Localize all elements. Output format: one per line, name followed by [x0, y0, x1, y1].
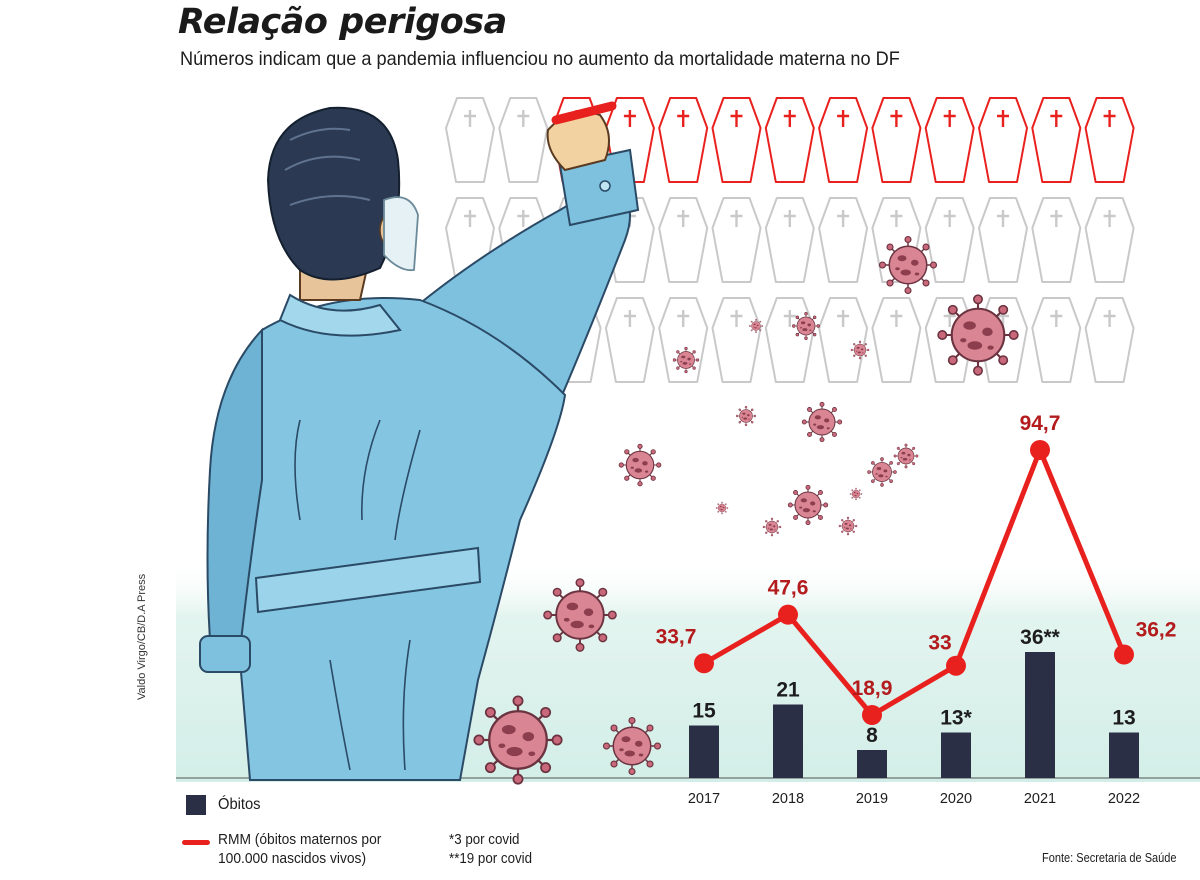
coffin-icon — [658, 196, 709, 284]
rmm-point-2022 — [1114, 644, 1134, 665]
legend-line-label: RMM (óbitos maternos por 100.000 nascido… — [218, 831, 382, 867]
coffin-icon — [871, 96, 922, 184]
coronavirus-icon — [878, 235, 938, 295]
rmm-label-2020: 33 — [928, 632, 951, 655]
coffin-icon — [764, 196, 815, 284]
rmm-point-2020 — [946, 655, 966, 676]
page-subtitle: Números indicam que a pandemia influenci… — [180, 48, 900, 70]
footnote-covid-2020: *3 por covid — [449, 832, 520, 848]
bar-obitos-2019 — [857, 750, 887, 778]
x-tick-label-2022: 2022 — [1108, 791, 1140, 807]
legend-line-swatch — [182, 840, 210, 845]
rmm-label-2019: 18,9 — [852, 677, 893, 700]
coffin-icon — [711, 296, 762, 384]
rmm-point-2019 — [862, 705, 882, 725]
bar-label-2019: 8 — [866, 724, 878, 747]
coronavirus-icon — [801, 401, 843, 443]
coronavirus-icon — [937, 294, 1019, 376]
coronavirus-icon — [838, 516, 858, 536]
coffin-icon — [1031, 296, 1082, 384]
coffin-icon — [924, 96, 975, 184]
coronavirus-icon — [715, 501, 729, 515]
x-tick-label-2019: 2019 — [856, 791, 888, 807]
rmm-point-2018 — [778, 604, 798, 625]
bar-label-2022: 13 — [1112, 707, 1135, 730]
coronavirus-icon — [850, 340, 870, 360]
rmm-point-2021 — [1030, 440, 1050, 460]
bar-obitos-2018 — [773, 704, 803, 778]
illustration-credit: Valdo Virgo/CB/D.A Press — [136, 573, 148, 700]
chart-plot-area: 15 2017 21 2018 8 2019 13* 2020 36** 2021 13 2022 33… — [656, 412, 1177, 807]
coronavirus-icon — [867, 457, 897, 487]
coffin-icon — [711, 196, 762, 284]
bar-label-2021: 36** — [1020, 626, 1061, 649]
coffin-icon — [977, 96, 1029, 184]
legend-bars-swatch — [186, 795, 206, 815]
coffin-icon — [764, 96, 815, 184]
coffin-icon — [817, 296, 869, 384]
coronavirus-icon — [748, 318, 764, 334]
source-note: Fonte: Secretaria de Saúde — [1042, 851, 1177, 865]
page-title: Relação perigosa — [178, 2, 507, 42]
coffin-icon — [871, 296, 922, 384]
rmm-point-2017 — [694, 653, 714, 674]
bar-obitos-2022 — [1109, 732, 1139, 778]
coronavirus-icon — [672, 346, 700, 374]
coffin-icon — [658, 96, 709, 184]
coronavirus-icon — [735, 405, 757, 427]
coronavirus-icon — [602, 716, 662, 776]
rmm-label-2017: 33,7 — [656, 625, 697, 648]
coronavirus-icon — [787, 484, 829, 526]
x-tick-label-2021: 2021 — [1024, 791, 1056, 807]
coffin-icon — [1031, 96, 1082, 184]
x-tick-label-2018: 2018 — [772, 791, 804, 807]
coffin-icon — [711, 96, 762, 184]
coronavirus-icon — [618, 443, 662, 487]
x-tick-label-2017: 2017 — [688, 791, 720, 807]
coffin-icon — [1084, 196, 1135, 284]
bar-label-2017: 15 — [692, 700, 716, 723]
coffin-icon — [764, 296, 815, 384]
footnote-covid-2021: **19 por covid — [449, 851, 533, 867]
coronavirus-icon — [893, 443, 919, 469]
coffin-icon — [924, 196, 975, 284]
rmm-line — [702, 447, 1127, 718]
coffin-icon — [1031, 196, 1082, 284]
bar-obitos-2017 — [689, 725, 719, 778]
bar-label-2020: 13* — [940, 707, 972, 730]
rmm-label-2018: 47,6 — [768, 577, 809, 600]
rmm-label-2021: 94,7 — [1020, 412, 1061, 435]
coronavirus-icon — [791, 311, 821, 341]
coffin-icon — [1084, 96, 1135, 184]
bar-label-2018: 21 — [776, 679, 800, 702]
coronavirus-icon — [762, 517, 782, 537]
coffin-icon — [604, 296, 656, 384]
legend-bars-label: Óbitos — [218, 796, 261, 813]
coronavirus-icon — [849, 487, 863, 501]
coffin-icon — [817, 96, 869, 184]
rmm-label-2022: 36,2 — [1136, 619, 1177, 642]
coronavirus-icon — [473, 695, 563, 785]
doctor-illustration — [199, 101, 640, 781]
coffin-icon — [1084, 296, 1135, 384]
bar-obitos-2020 — [941, 732, 971, 778]
coffin-icon — [444, 96, 496, 184]
x-tick-label-2020: 2020 — [940, 791, 972, 807]
coffin-icon — [658, 296, 709, 384]
coffin-icon — [498, 96, 549, 184]
coffin-icon — [817, 196, 869, 284]
coronavirus-icon — [542, 577, 618, 653]
coffin-icon — [977, 196, 1029, 284]
bar-obitos-2021 — [1025, 652, 1055, 778]
